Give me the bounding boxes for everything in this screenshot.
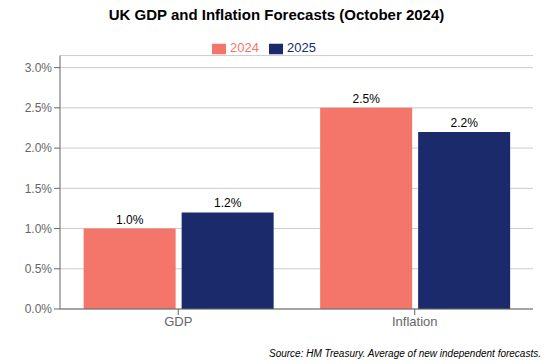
- svg-text:2.5%: 2.5%: [25, 101, 53, 115]
- svg-text:GDP: GDP: [164, 314, 192, 329]
- html-text:2025: 2025: [287, 40, 316, 55]
- svg-text:2.2%: 2.2%: [450, 116, 478, 130]
- svg-text:1.2%: 1.2%: [214, 196, 242, 210]
- svg-text:1.0%: 1.0%: [25, 222, 53, 236]
- svg-text:2.5%: 2.5%: [352, 92, 380, 106]
- html-text:UK GDP and Inflation Forecasts: UK GDP and Inflation Forecasts (October …: [108, 6, 445, 23]
- svg-text:2.0%: 2.0%: [25, 141, 53, 155]
- svg-text:3.0%: 3.0%: [25, 61, 53, 75]
- svg-text:1.5%: 1.5%: [25, 182, 53, 196]
- html-text:2024: 2024: [230, 40, 259, 55]
- html-text:Source: HM Treasury. Average o: Source: HM Treasury. Average of new inde…: [269, 348, 541, 359]
- svg-text:Inflation: Inflation: [392, 314, 438, 329]
- svg-text:0.5%: 0.5%: [25, 262, 53, 276]
- svg-text:0.0%: 0.0%: [25, 302, 53, 316]
- svg-text:1.0%: 1.0%: [116, 213, 144, 227]
